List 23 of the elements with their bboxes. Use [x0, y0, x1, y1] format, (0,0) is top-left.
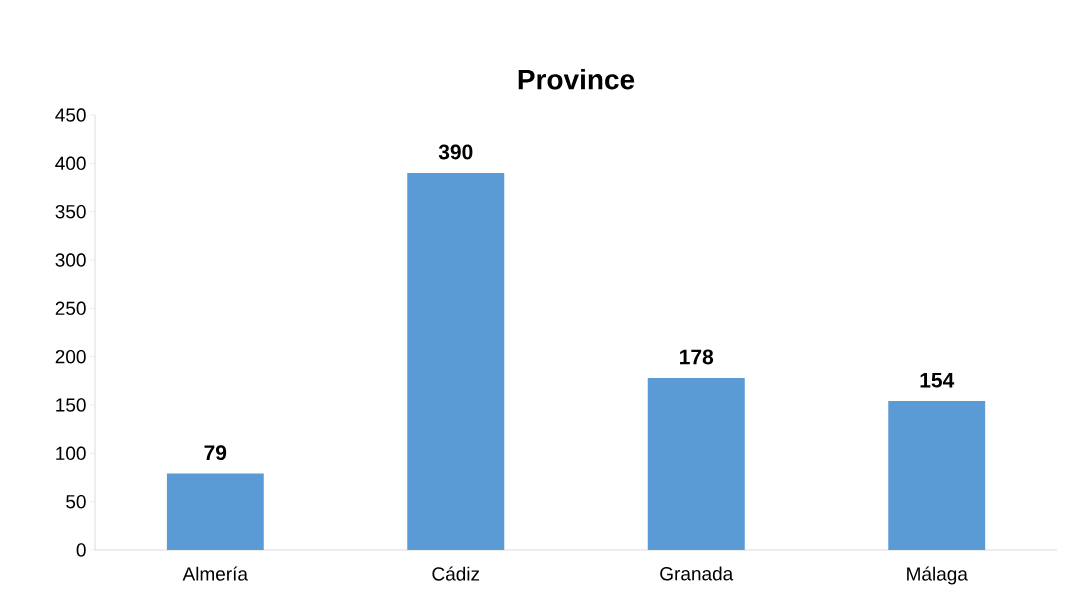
y-tick-label: 450 — [55, 108, 86, 122]
y-tick-label: 0 — [76, 543, 86, 557]
y-tick-label: 300 — [55, 253, 86, 267]
data-label: 390 — [438, 144, 473, 160]
x-tick-label: Granada — [660, 566, 734, 581]
y-tick-label: 200 — [55, 349, 86, 364]
x-tick-label: Málaga — [907, 566, 968, 585]
y-tick-label: 100 — [56, 446, 86, 461]
bar — [166, 473, 264, 550]
bar — [888, 401, 986, 550]
y-tick-label: 250 — [55, 301, 86, 316]
bar — [647, 377, 745, 550]
data-label: 79 — [204, 445, 227, 461]
x-tick-label: Almería — [182, 566, 248, 581]
y-tick-label: 400 — [55, 156, 86, 171]
y-tick-label: 350 — [55, 204, 86, 219]
y-tick-label: 50 — [66, 494, 86, 509]
x-tick-label: Cádiz — [432, 566, 480, 581]
y-tick-label: 150 — [56, 398, 86, 412]
data-label: 178 — [680, 349, 714, 365]
chart-title: Province — [518, 68, 635, 90]
data-label: 154 — [920, 372, 955, 388]
bar — [407, 172, 505, 550]
